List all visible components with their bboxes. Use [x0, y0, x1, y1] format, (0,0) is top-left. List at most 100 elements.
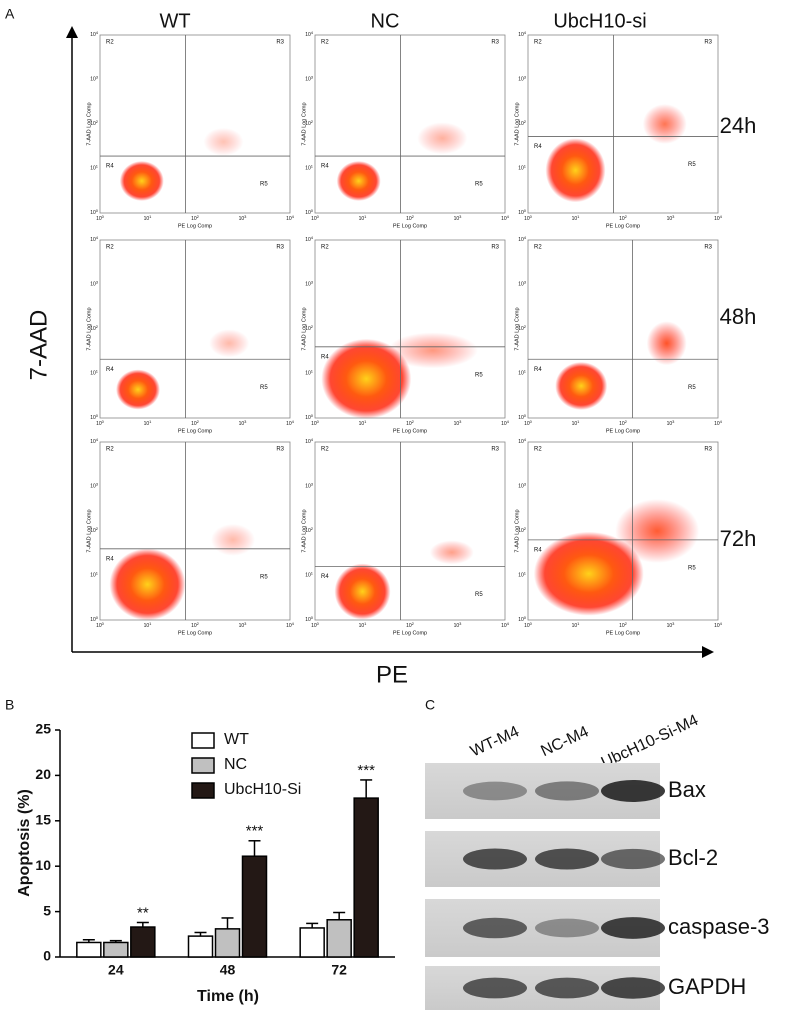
tick-base: 10	[305, 484, 311, 490]
x-tick-label: 104	[286, 214, 295, 222]
y-tick-label: 103	[518, 482, 527, 490]
tick-exponent: 0	[530, 214, 533, 219]
tick-exponent: 3	[459, 621, 462, 626]
tick-exponent: 2	[412, 214, 415, 219]
tick-exponent: 3	[459, 214, 462, 219]
plot-y-label: 7-AAD Log Comp	[86, 307, 92, 350]
x-tick-label: 102	[619, 419, 628, 427]
tick-base: 10	[239, 421, 245, 427]
tick-base: 10	[305, 617, 311, 623]
plot-x-label: PE Log Comp	[178, 630, 212, 636]
tick-exponent: 3	[96, 280, 99, 285]
x-tick-label: 102	[406, 621, 415, 629]
tick-exponent: 3	[459, 419, 462, 424]
tick-base: 10	[518, 326, 524, 332]
significance: **	[137, 904, 149, 921]
tick-exponent: 2	[625, 214, 628, 219]
gate-label: R4	[321, 164, 329, 170]
tick-base: 10	[191, 623, 197, 629]
gate-label: R3	[491, 245, 499, 251]
tick-exponent: 4	[720, 419, 723, 424]
panel-label: A	[5, 6, 15, 22]
x-tick-label: 104	[501, 214, 510, 222]
bar	[103, 941, 129, 958]
y-tick-label: 100	[90, 208, 99, 216]
tick-exponent: 1	[364, 419, 367, 424]
tick-base: 10	[144, 216, 150, 222]
tick-exponent: 4	[311, 437, 314, 442]
tick-exponent: 1	[364, 621, 367, 626]
tick-exponent: 1	[311, 571, 314, 576]
x-tick-label: 104	[286, 621, 295, 629]
x-tick-label: 104	[501, 621, 510, 629]
gate-label: R4	[106, 164, 114, 170]
tick-base: 10	[305, 282, 311, 288]
plot-y-label: 7-AAD Log Comp	[514, 509, 520, 552]
y-tick-label: 103	[305, 280, 314, 288]
y-tick-label: 101	[305, 164, 314, 172]
cell-cloud	[109, 548, 186, 621]
bar	[187, 935, 214, 958]
legend-swatch	[191, 732, 215, 749]
x-tick-label: 48	[220, 962, 236, 978]
band	[601, 848, 665, 870]
flow-plot: R2 R3R4R5100100101101102102103103104104PE…	[514, 235, 722, 434]
western-blot: WT-M4 NC-M4 UbcH10-Si-M4 Bax Bcl-2 caspase-3 G…	[425, 712, 770, 1010]
tick-exponent: 4	[524, 235, 527, 240]
tick-exponent: 0	[317, 621, 320, 626]
cell-cloud	[533, 531, 644, 616]
protein-label: Bcl-2	[668, 845, 718, 870]
y-tick-label: 103	[305, 75, 314, 83]
tick-exponent: 2	[524, 324, 527, 329]
x-tick-label: 102	[619, 621, 628, 629]
y-tick-label: 103	[90, 280, 99, 288]
band	[535, 781, 599, 801]
tick-exponent: 0	[102, 214, 105, 219]
x-tick-label: 101	[144, 419, 153, 427]
tick-exponent: 1	[149, 419, 152, 424]
gate-label: R5	[260, 574, 268, 580]
tick-base: 10	[406, 216, 412, 222]
x-tick-label: 101	[572, 621, 581, 629]
tick-base: 10	[90, 617, 96, 623]
tick-exponent: 2	[311, 119, 314, 124]
x-tick-label: 103	[239, 621, 248, 629]
tick-exponent: 3	[244, 419, 247, 424]
gate-label: R2	[534, 40, 542, 46]
plot-y-label: 7-AAD Log Comp	[514, 102, 520, 145]
protein-label: caspase-3	[668, 914, 770, 939]
gate-label: R4	[534, 144, 542, 150]
tick-base: 10	[501, 216, 507, 222]
plot-x-label: PE Log Comp	[393, 428, 427, 434]
x-tick-label: 103	[454, 214, 463, 222]
tick-base: 10	[518, 528, 524, 534]
tick-base: 10	[305, 326, 311, 332]
gate-label: R3	[704, 245, 712, 251]
tick-exponent: 0	[311, 413, 314, 418]
tick-base: 10	[90, 32, 96, 38]
y-tick-label: 101	[518, 164, 527, 172]
x-tick-label: 102	[191, 214, 200, 222]
y-tick-label: 102	[90, 324, 99, 332]
plot-x-label: PE Log Comp	[606, 223, 640, 229]
y-tick-label: 101	[90, 369, 99, 377]
tick-base: 10	[90, 77, 96, 83]
x-tick-label: 100	[311, 214, 320, 222]
cell-cloud-secondary	[429, 540, 474, 565]
tick-exponent: 3	[244, 214, 247, 219]
cell-cloud-secondary	[387, 332, 478, 369]
row-label: 48h	[720, 304, 757, 329]
plot-x-label: PE Log Comp	[178, 428, 212, 434]
y-tick-label: 102	[305, 526, 314, 534]
x-tick-label: 103	[239, 214, 248, 222]
flow-plot: R2 R3R4R5100100101101102102103103104104PE…	[301, 235, 509, 434]
tick-base: 10	[359, 623, 365, 629]
tick-exponent: 4	[507, 419, 510, 424]
gate-label: R5	[688, 385, 696, 391]
tick-base: 10	[454, 623, 460, 629]
y-tick-label: 25	[35, 721, 51, 737]
tick-base: 10	[454, 421, 460, 427]
x-axis-title: Time (h)	[197, 988, 259, 1005]
tick-exponent: 0	[96, 413, 99, 418]
